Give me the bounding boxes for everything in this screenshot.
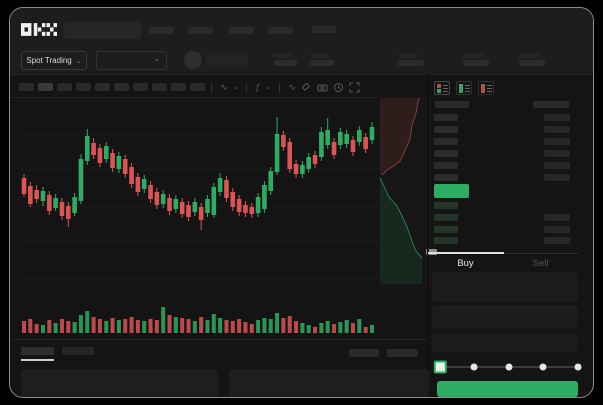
chevron-down-icon[interactable]: ⌄ xyxy=(232,84,239,91)
orderbook-price-header-placeholder xyxy=(435,101,469,108)
indicator-icon[interactable]: ƒ xyxy=(255,82,261,92)
timeframe-button-active[interactable] xyxy=(38,83,53,91)
chevron-down-icon: ⌄ xyxy=(75,57,82,65)
orderbook-mode-bids-icon[interactable] xyxy=(456,81,472,95)
stat-label-placeholder xyxy=(272,53,291,58)
orderbook-bid-row[interactable] xyxy=(434,226,570,233)
orderbook-ask-row[interactable] xyxy=(434,138,570,145)
pair-selector-dropdown[interactable]: ⌄ xyxy=(96,51,167,70)
stat-label-placeholder xyxy=(398,53,418,58)
stat-value-placeholder xyxy=(519,60,545,66)
clock-icon[interactable] xyxy=(333,82,344,93)
timeframe-button[interactable] xyxy=(57,83,72,91)
timeframe-button[interactable] xyxy=(76,83,91,91)
nav-item-placeholder[interactable] xyxy=(149,27,174,34)
slider-stop[interactable] xyxy=(539,363,547,371)
stat-value-placeholder xyxy=(310,60,334,66)
toolbar-divider xyxy=(279,82,281,93)
okx-logo xyxy=(21,23,57,36)
price-chart[interactable] xyxy=(10,8,594,398)
orderbook-ask-row[interactable] xyxy=(434,126,570,133)
orderbook-bid-row[interactable] xyxy=(434,237,570,244)
timeframe-button[interactable] xyxy=(19,83,34,91)
order-tabs: Buy Sell xyxy=(428,254,578,270)
slider-stop[interactable] xyxy=(505,363,512,371)
eraser-icon[interactable] xyxy=(301,82,312,93)
footer-panel-left xyxy=(21,369,218,397)
pair-name-placeholder xyxy=(206,53,248,67)
panel-divider xyxy=(427,74,429,397)
slider-stop[interactable] xyxy=(470,363,478,371)
submit-order-button[interactable] xyxy=(437,381,578,397)
stat-value-placeholder xyxy=(463,60,489,66)
chevron-down-icon: ⌄ xyxy=(154,56,160,63)
okx-logo-glyph xyxy=(21,23,57,36)
header-band xyxy=(10,8,593,74)
timeframe-button[interactable] xyxy=(171,83,186,91)
orderbook-ask-row[interactable] xyxy=(434,150,570,157)
slider-stop[interactable] xyxy=(574,363,582,371)
stat-value-placeholder xyxy=(398,60,424,66)
orderbook-mode-all-icon[interactable] xyxy=(434,81,450,95)
coin-avatar xyxy=(184,51,202,69)
orderbook-ask-row[interactable] xyxy=(434,162,570,169)
timeframe-button[interactable] xyxy=(95,83,110,91)
stat-label-placeholder xyxy=(310,53,329,58)
search-input[interactable] xyxy=(63,22,141,39)
toolbar-divider xyxy=(211,82,212,93)
app-window: Spot Trading ⌄ ⌄ ∿ ⌄ ƒ xyxy=(9,7,594,398)
chart-footer-placeholder xyxy=(387,349,418,357)
orderbook-ask-row[interactable] xyxy=(434,174,570,181)
timeframe-button[interactable] xyxy=(152,83,167,91)
footer-tab-placeholder[interactable] xyxy=(62,347,94,355)
chart-type-icon[interactable]: ∿ xyxy=(220,82,228,92)
tab-buy-underline xyxy=(428,252,504,254)
order-form-field-amount[interactable] xyxy=(432,305,578,329)
nav-item-placeholder[interactable] xyxy=(229,27,254,34)
stat-label-placeholder xyxy=(463,53,483,58)
chevron-down-icon[interactable]: ⌄ xyxy=(265,84,272,91)
stat-value-placeholder xyxy=(274,60,297,66)
orderbook-ask-row[interactable] xyxy=(434,114,570,121)
toolbar-divider-line xyxy=(10,97,427,98)
timeframe-button[interactable] xyxy=(133,83,148,91)
camera-icon[interactable] xyxy=(317,82,328,93)
stat-label-placeholder xyxy=(519,53,539,58)
spot-trading-dropdown[interactable]: Spot Trading ⌄ xyxy=(21,51,87,70)
last-price-badge[interactable] xyxy=(434,184,469,198)
chart-toolbar-icons: ∿ ⌄ ƒ ⌄ ∿ xyxy=(208,81,360,94)
orderbook-bid-row[interactable] xyxy=(434,214,570,221)
tab-sell[interactable]: Sell xyxy=(532,258,549,269)
timeframe-button[interactable] xyxy=(190,83,205,91)
order-form-field-price[interactable] xyxy=(432,272,578,302)
orderbook-bid-row[interactable] xyxy=(434,202,570,209)
line-tool-icon[interactable]: ∿ xyxy=(288,82,296,92)
tab-buy[interactable]: Buy xyxy=(457,258,474,269)
amount-slider[interactable] xyxy=(433,360,582,374)
timeframe-button[interactable] xyxy=(114,83,129,91)
spot-trading-label: Spot Trading xyxy=(26,56,72,65)
footer-panel-right xyxy=(229,369,429,397)
nav-item-placeholder[interactable] xyxy=(188,27,213,34)
footer-tab-underline xyxy=(21,359,54,361)
orderbook-mode-asks-icon[interactable] xyxy=(478,81,494,95)
slider-handle[interactable] xyxy=(433,360,447,374)
chart-footer-placeholder xyxy=(349,349,379,357)
chart-footer-divider xyxy=(10,339,427,340)
toolbar-divider xyxy=(246,82,248,93)
orderbook-amount-header-placeholder xyxy=(533,101,569,108)
footer-tab-active-placeholder[interactable] xyxy=(21,347,54,355)
order-form-field-total[interactable] xyxy=(432,334,578,352)
nav-item-placeholder[interactable] xyxy=(268,27,293,34)
nav-item-placeholder[interactable] xyxy=(312,26,336,33)
header-divider xyxy=(10,74,593,75)
fullscreen-icon[interactable] xyxy=(349,82,360,93)
